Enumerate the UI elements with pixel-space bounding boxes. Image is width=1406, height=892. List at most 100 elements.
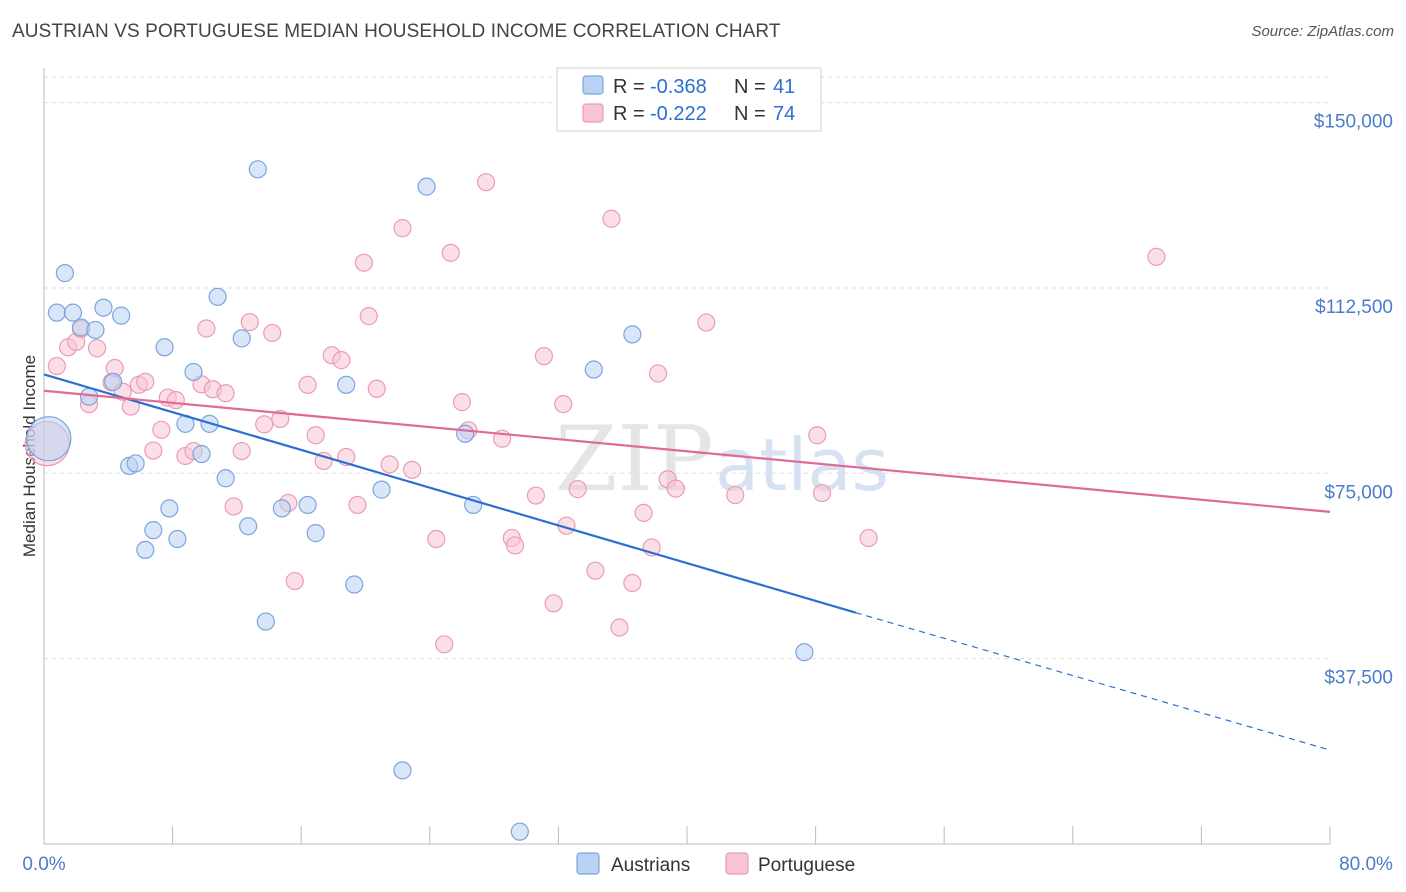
portuguese-point <box>1147 247 1166 266</box>
portuguese-point <box>623 573 642 593</box>
portuguese-point <box>812 483 832 503</box>
austrians-point <box>393 761 412 780</box>
portuguese-point <box>255 415 274 434</box>
series-legend-swatch-austrians <box>576 852 600 875</box>
austrians-point <box>456 424 475 443</box>
portuguese-point <box>441 243 460 262</box>
series-legend-portuguese: Portuguese <box>758 855 855 876</box>
y-tick-label: $75,000 <box>1324 482 1393 503</box>
y-tick-label: $112,500 <box>1315 297 1393 318</box>
portuguese-point <box>354 253 373 272</box>
portuguese-point <box>435 635 454 654</box>
portuguese-trend-line <box>43 389 1331 513</box>
austrians-point <box>248 160 267 179</box>
legend-n-label-1: N = <box>734 76 766 98</box>
portuguese-point <box>166 391 185 410</box>
y-tick-labels: $37,500 $75,000 $112,500 $150,000 <box>1314 112 1393 689</box>
austrians-point <box>63 303 83 322</box>
austrians-point <box>216 469 235 488</box>
portuguese-point <box>808 426 827 445</box>
portuguese-point <box>427 529 446 549</box>
portuguese-point <box>263 323 282 343</box>
series-legend: Austrians Portuguese <box>576 852 855 876</box>
portuguese-points <box>24 173 1166 654</box>
austrians-point <box>272 499 292 518</box>
series-legend-austrians: Austrians <box>611 855 690 876</box>
portuguese-point <box>136 372 155 391</box>
austrians-point <box>232 329 251 348</box>
portuguese-point <box>544 594 563 613</box>
austrians-point <box>584 360 603 379</box>
portuguese-point <box>726 485 745 505</box>
portuguese-point <box>526 486 545 505</box>
portuguese-point <box>285 571 304 591</box>
austrians-point <box>184 362 203 382</box>
austrians-point <box>239 517 258 536</box>
portuguese-point <box>568 480 587 499</box>
austrians-trend-extension <box>855 612 1331 751</box>
portuguese-point <box>380 455 399 474</box>
austrians-point <box>94 298 113 317</box>
portuguese-point <box>634 503 653 522</box>
austrians-trend-line <box>43 373 857 614</box>
chart-title: AUSTRIAN VS PORTUGUESE MEDIAN HOUSEHOLD … <box>12 21 781 42</box>
x-tick-label-max: 80.0% <box>1339 854 1393 875</box>
portuguese-point <box>610 618 629 637</box>
y-tick-label: $150,000 <box>1314 112 1393 133</box>
austrians-point <box>306 524 325 543</box>
austrians-point <box>256 612 275 631</box>
austrians-point <box>144 521 163 540</box>
austrians-point <box>208 287 227 306</box>
portuguese-point <box>332 351 351 370</box>
legend-r-value-1: -0.368 <box>650 76 707 98</box>
austrians-point <box>298 495 317 515</box>
series-legend-swatch-portuguese <box>725 852 749 875</box>
legend-n-label-2: N = <box>734 103 766 125</box>
austrians-point <box>510 822 529 841</box>
portuguese-point <box>452 393 472 412</box>
portuguese-point <box>224 497 243 516</box>
austrians-point <box>47 303 66 322</box>
austrians-point <box>55 264 74 283</box>
austrians-point <box>192 444 211 464</box>
portuguese-point <box>534 347 554 366</box>
austrians-point <box>112 306 131 325</box>
portuguese-point <box>393 219 412 238</box>
portuguese-point <box>648 364 668 383</box>
correlation-legend: R = -0.368 N = 41 R = -0.222 N = 74 <box>556 67 822 132</box>
portuguese-point <box>87 339 107 358</box>
legend-r-label-2: R = <box>613 103 645 125</box>
austrians-point <box>337 375 356 394</box>
austrians-point <box>126 454 145 473</box>
austrians-points <box>26 160 814 841</box>
legend-swatch-austrians <box>582 75 604 95</box>
x-ticks <box>43 826 1331 844</box>
legend-n-value-2: 74 <box>773 103 795 125</box>
austrians-point <box>168 529 187 549</box>
gridlines <box>44 76 1330 660</box>
legend-r-label-1: R = <box>613 76 645 98</box>
austrians-point <box>160 499 179 518</box>
x-tick-label-min: 0.0% <box>22 854 65 875</box>
portuguese-point <box>348 495 367 515</box>
portuguese-point <box>216 384 235 403</box>
portuguese-point <box>47 356 66 376</box>
legend-n-value-1: 41 <box>773 76 795 98</box>
portuguese-point <box>240 312 259 332</box>
portuguese-point <box>306 426 325 445</box>
trend-lines <box>43 373 1331 751</box>
portuguese-point <box>586 561 605 580</box>
portuguese-point <box>197 319 216 338</box>
source-label: Source: ZipAtlas.com <box>1251 23 1394 40</box>
austrians-point <box>79 387 99 406</box>
portuguese-point <box>232 441 251 461</box>
austrians-point <box>795 643 814 662</box>
austrians-point <box>26 416 72 462</box>
portuguese-point <box>144 441 163 460</box>
portuguese-point <box>476 173 496 192</box>
portuguese-point <box>554 395 573 414</box>
austrians-point <box>345 575 364 594</box>
austrians-point <box>136 540 155 560</box>
portuguese-point <box>271 409 290 429</box>
portuguese-point <box>602 209 621 228</box>
